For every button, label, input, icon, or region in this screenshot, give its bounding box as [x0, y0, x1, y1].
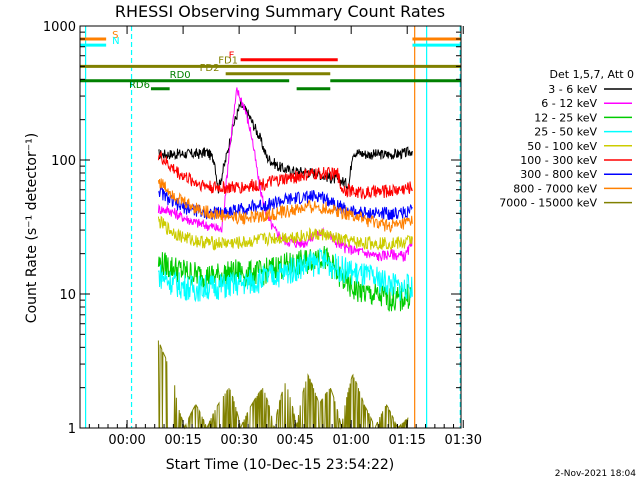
legend-label-7: 800 - 7000 keV [513, 182, 597, 195]
legend-label-2: 12 - 25 keV [534, 111, 597, 124]
y-tick-label-2: 100 [51, 154, 76, 169]
series-line-1 [157, 87, 413, 262]
x-tick-label-5: 01:15 [388, 433, 425, 448]
x-axis-label: Start Time (10-Dec-15 23:54:22) [166, 457, 394, 473]
state-label-fd1: FD1 [218, 55, 238, 66]
series-line-5 [157, 151, 413, 200]
plot-frame [79, 25, 462, 429]
y-tick-label-0: 1 [68, 422, 76, 437]
series-line-7 [157, 178, 413, 234]
legend-label-0: 3 - 6 keV [548, 83, 597, 96]
x-tick-label-2: 00:30 [220, 433, 257, 448]
state-label-rd0: RD0 [170, 70, 191, 81]
state-label-n: N [112, 36, 119, 47]
legend-label-6: 300 - 800 keV [520, 168, 597, 181]
chart-title: RHESSI Observing Summary Count Rates [115, 2, 445, 21]
y-tick-label-1: 10 [59, 288, 76, 303]
state-label-fd2: FD2 [200, 63, 220, 74]
vertical-marker-lines [85, 26, 461, 428]
axis-ticks: 1 10 100 1000 00:00 00:15 00:30 00:45 01:00 01:15… [43, 20, 482, 448]
series-line-3 [157, 248, 413, 303]
legend-label-1: 6 - 12 keV [541, 97, 597, 110]
x-tick-label-4: 01:00 [332, 433, 369, 448]
y-tick-label-3: 1000 [43, 20, 76, 35]
state-label-f: F [229, 51, 235, 62]
y-axis-label: Count Rate (s⁻¹ detector⁻¹) [24, 133, 40, 323]
state-label-s: S [112, 30, 118, 41]
series-line-4 [157, 215, 413, 251]
legend-label-4: 50 - 100 keV [527, 140, 597, 153]
state-label-rd6: RD6 [129, 80, 150, 91]
legend-header: Det 1,5,7, Att 0 [550, 68, 634, 81]
legend-label-3: 25 - 50 keV [534, 126, 597, 139]
x-tick-label-3: 00:45 [276, 433, 313, 448]
generation-timestamp: 2-Nov-2021 18:04 [555, 469, 637, 479]
x-tick-label-6: 01:30 [445, 433, 482, 448]
legend-label-5: 100 - 300 keV [520, 154, 597, 167]
series-layer [157, 87, 413, 430]
x-tick-label-1: 00:15 [164, 433, 201, 448]
x-tick-label-0: 00:00 [108, 433, 145, 448]
legend-label-8: 7000 - 15000 keV [499, 197, 597, 210]
series-line-0 [158, 100, 413, 194]
